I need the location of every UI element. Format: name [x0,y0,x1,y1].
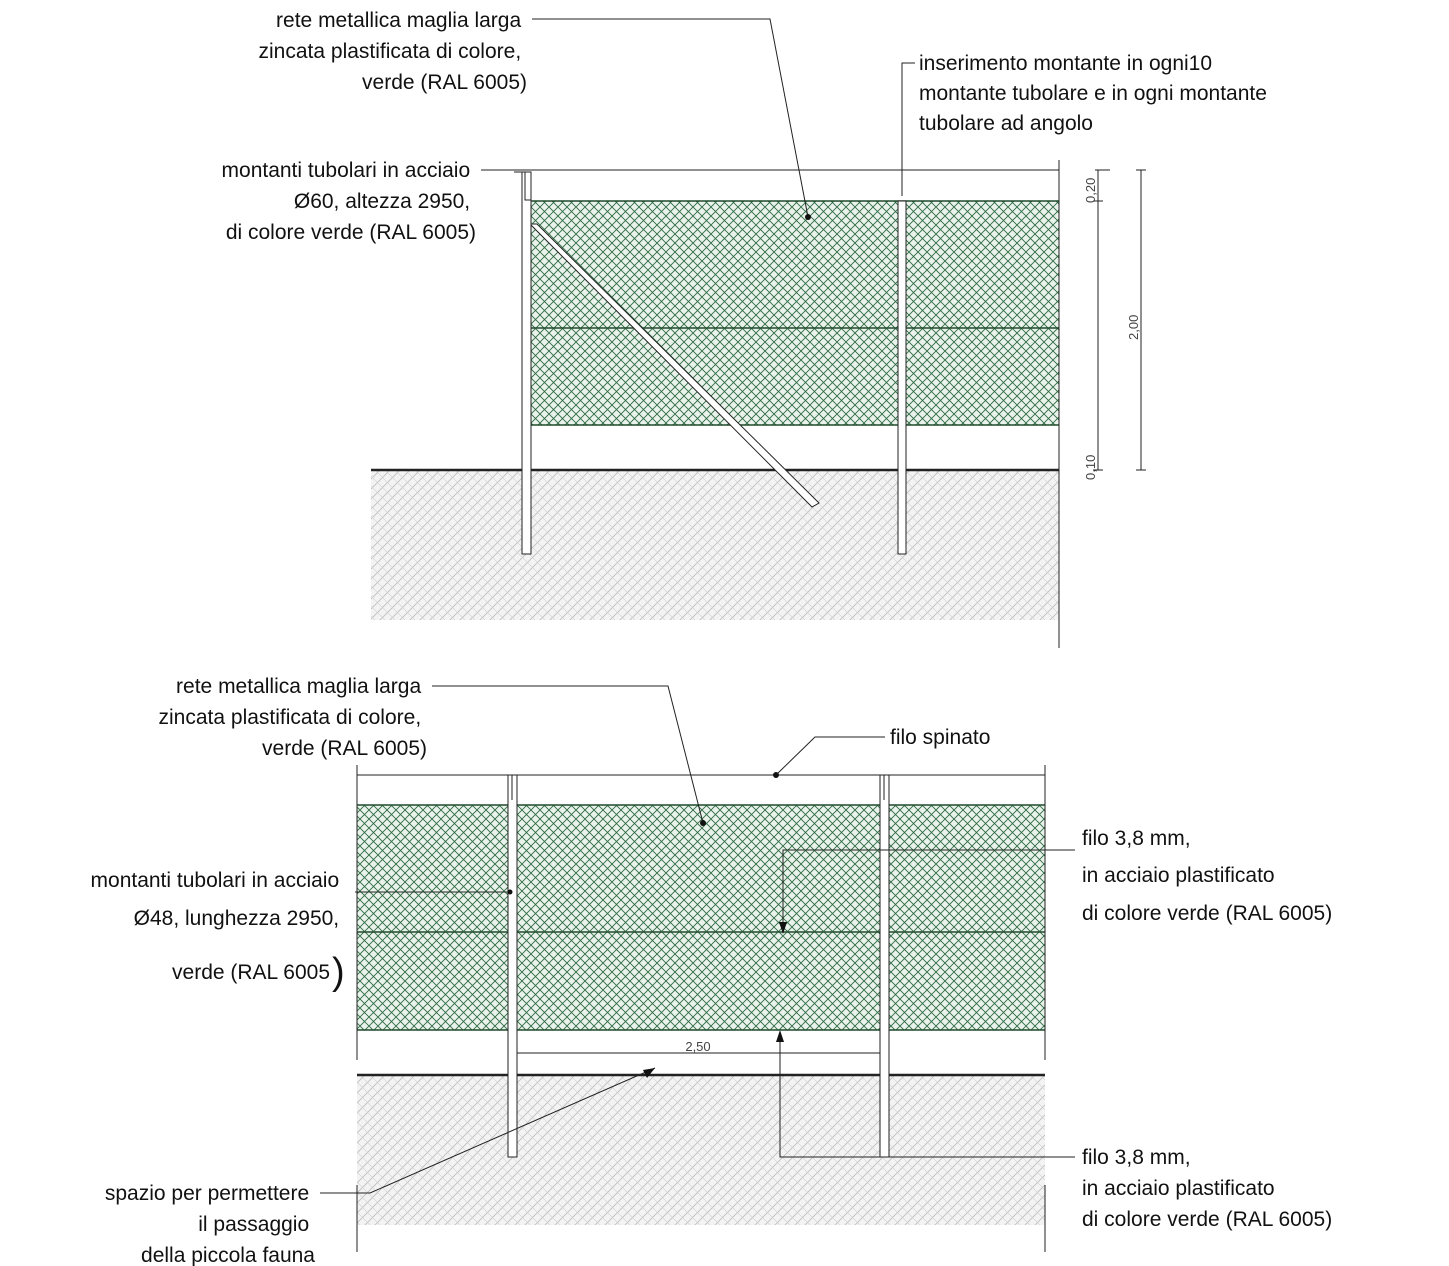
bottom-label-mesh: rete metallica maglia larga zincata plas… [159,675,427,760]
top-dim-height: 2,00 [1126,315,1141,340]
bottom-mesh-lower [357,932,1045,1030]
bottom-label-fauna: spazio per permettere il passaggio della… [105,1182,315,1266]
top-mesh-lower [531,328,1059,425]
top-label-insert: inserimento montante in ogni10 montante … [919,52,1273,135]
top-corner-post [521,171,532,555]
bottom-label-posts: montanti tubolari in acciaio Ø48, lunghe… [91,869,345,984]
bottom-label-wire-upper: filo 3,8 mm, in acciaio plastificato di … [1082,827,1332,925]
top-intermediate-post [897,200,907,555]
bottom-post-right [879,774,890,1158]
bottom-label-posts-paren: ) [332,951,345,993]
bottom-dim-span: 2,50 [685,1039,710,1054]
bottom-ground [357,1075,1045,1225]
bottom-mesh-upper [357,805,1045,932]
top-dim-bottom: 0,10 [1083,455,1098,480]
top-label-posts: montanti tubolari in acciaio Ø60, altezz… [222,159,476,244]
top-mesh-upper [531,201,1059,328]
top-diagonal-brace [528,223,820,508]
top-ground [371,470,1059,620]
bottom-elevation: 2,50 rete metallica maglia larga zincata… [91,675,1333,1266]
top-label-mesh: rete metallica maglia larga zincata plas… [259,9,527,94]
bottom-label-barbed-wire: filo spinato [890,726,990,749]
bottom-post-left [507,774,518,1158]
top-dim-top: 0,20 [1083,178,1098,203]
top-elevation: 0,20 2,00 0,10 rete metallica maglia lar… [222,9,1273,648]
bottom-label-wire-lower: filo 3,8 mm, in acciaio plastificato di … [1082,1146,1332,1231]
